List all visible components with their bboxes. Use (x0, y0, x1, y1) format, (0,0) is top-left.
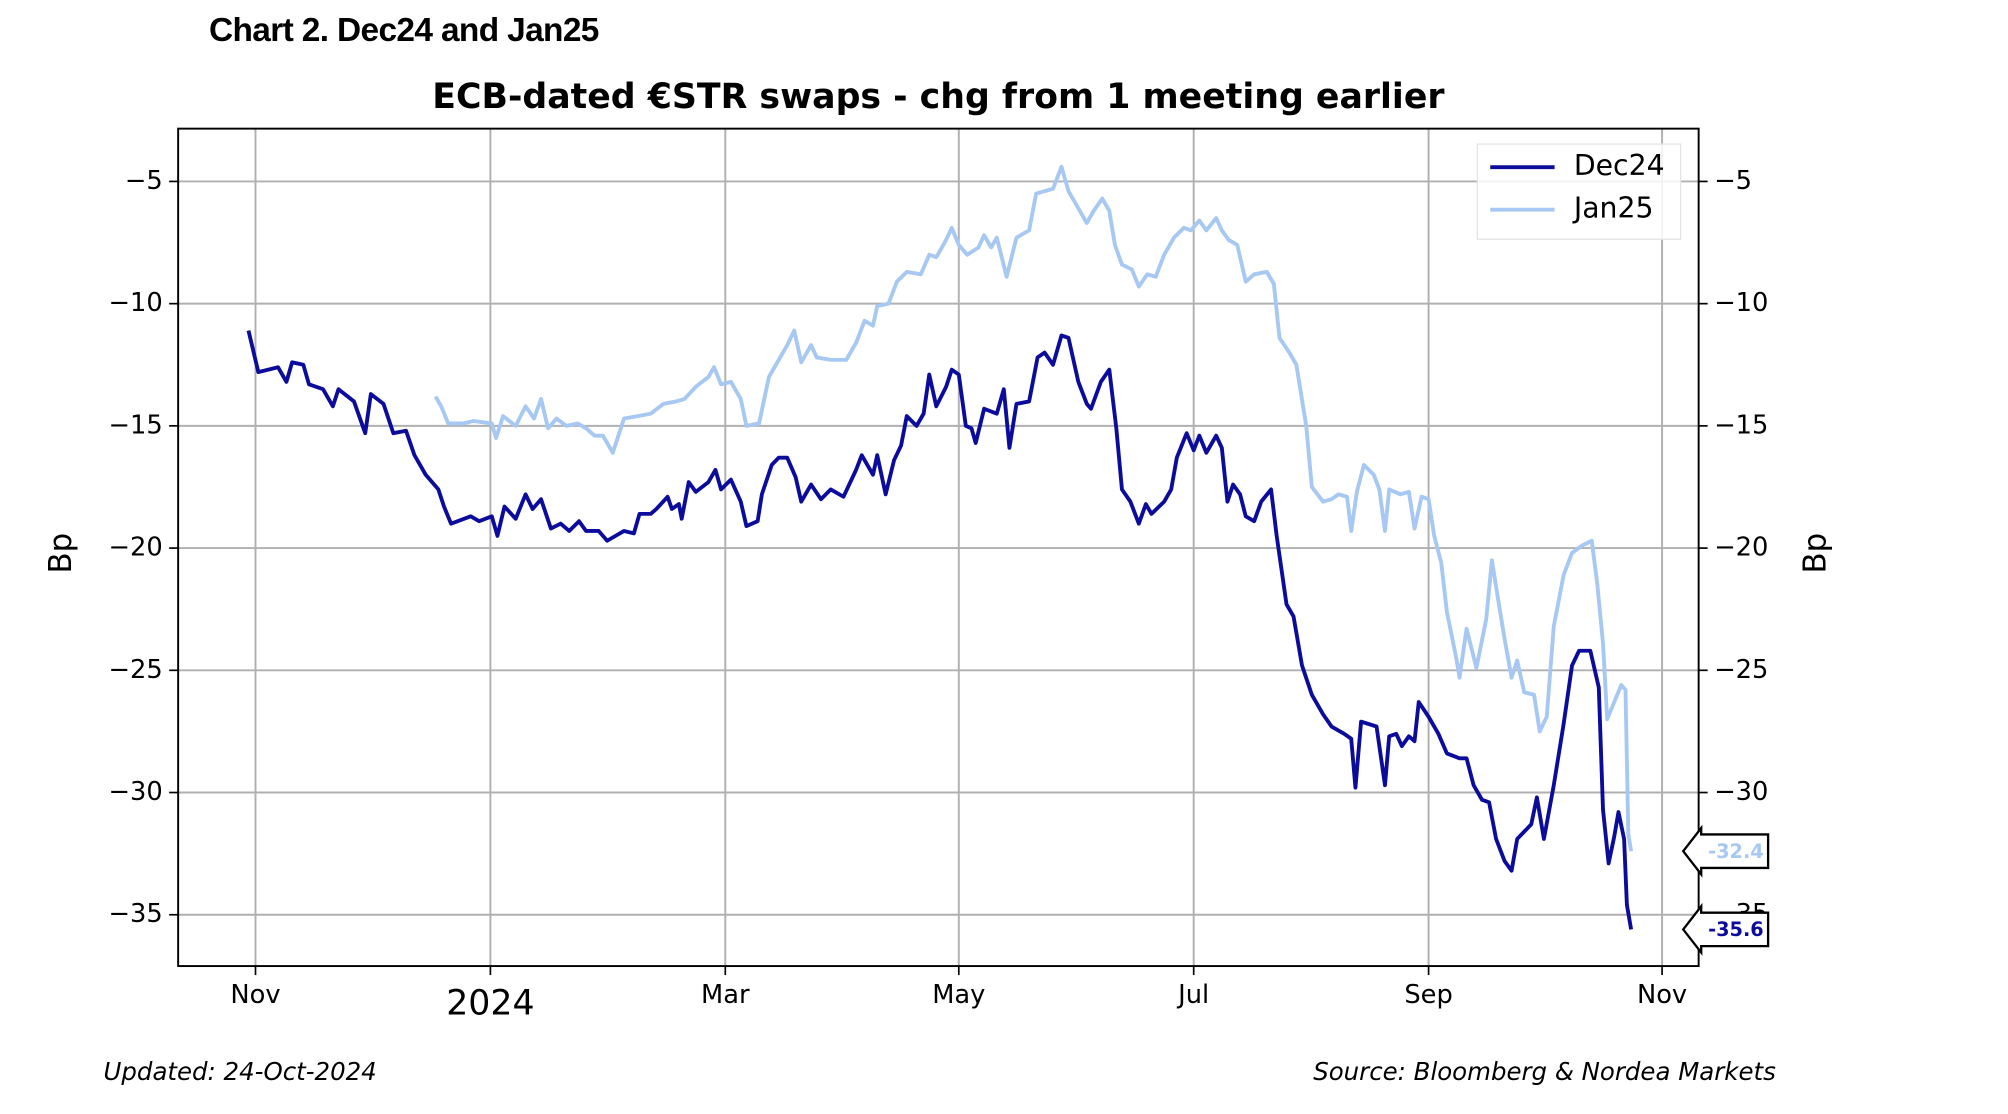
footer-updated: Updated: 24-Oct-2024 (104, 1057, 377, 1086)
legend-label: Jan25 (1572, 192, 1654, 225)
legend: Dec24 Jan25 (1476, 143, 1682, 240)
y2-axis-label: Bp (1797, 533, 1833, 574)
annotation-arrow (1681, 824, 1770, 878)
y2-tick-label: −30 (1714, 777, 1768, 807)
chart-title: ECB-dated €STR swaps - chg from 1 meetin… (432, 77, 1445, 117)
annotation-label: -32.4 (1708, 840, 1764, 863)
x-tick-label: Nov (230, 980, 280, 1010)
x-tick-label: Jul (1176, 980, 1209, 1010)
annotation-label: -35.6 (1708, 918, 1764, 941)
x-tick-label: Sep (1404, 980, 1452, 1010)
x-tick-label: 2024 (446, 984, 534, 1024)
y-tick-label: −35 (108, 899, 162, 929)
line-series (246, 330, 1634, 930)
y2-tick-label: −10 (1714, 288, 1768, 318)
y-axis-label: Bp (43, 533, 79, 574)
y2-tick-label: −20 (1714, 533, 1768, 563)
y-tick-label: −15 (108, 410, 162, 440)
footer-source: Source: Bloomberg & Nordea Markets (1313, 1057, 1776, 1086)
header: Chart 2. Dec24 and Jan25 (209, 12, 599, 49)
x-tick-label: Nov (1637, 980, 1687, 1010)
x-tick-label: Mar (701, 980, 750, 1010)
legend-label: Dec24 (1574, 149, 1665, 182)
legend-box (1476, 143, 1682, 240)
annotation-arrow (1681, 902, 1770, 956)
y2-tick-label: −15 (1714, 410, 1768, 440)
line-series (433, 164, 1634, 852)
y-tick-label: −25 (108, 655, 162, 685)
y2-tick-label: −25 (1714, 655, 1768, 685)
y-tick-label: −5 (125, 166, 163, 196)
y-tick-label: −10 (108, 288, 162, 318)
y2-tick-label: −5 (1714, 166, 1752, 196)
plot-frame (177, 127, 1700, 968)
x-tick-label: May (932, 980, 985, 1010)
y-tick-label: −20 (108, 533, 162, 563)
y-tick-label: −30 (108, 777, 162, 807)
